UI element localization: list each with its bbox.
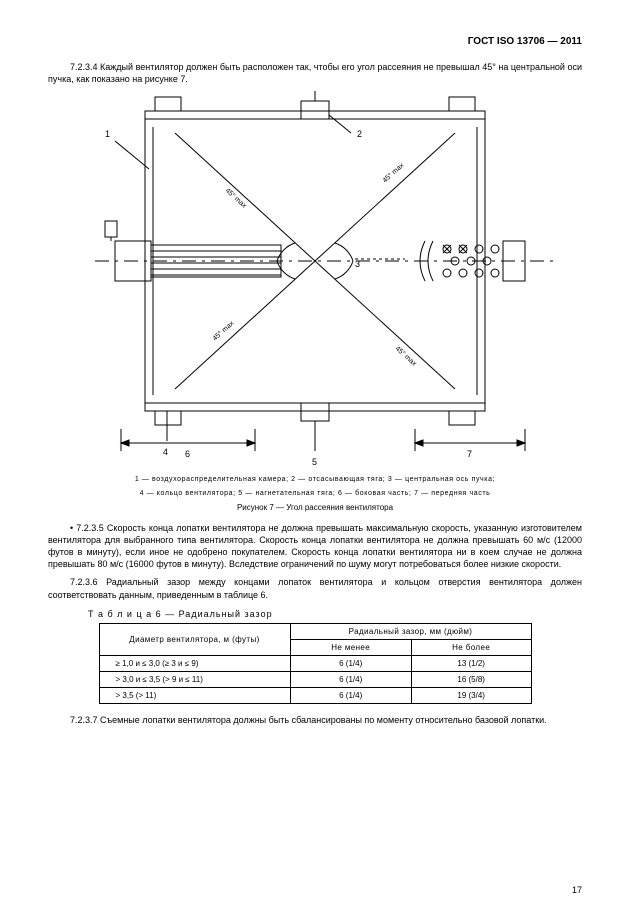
figure-7-caption: Рисунок 7 — Угол рассеяния вентилятора: [48, 503, 582, 512]
callout-1: 1: [105, 129, 110, 139]
figure-7-legend-1: 1 — воздухораспределительная камера; 2 —…: [48, 475, 582, 485]
callout-4: 4: [163, 447, 168, 457]
table-6-body: ≥ 1,0 и ≤ 3,0 (≥ 3 и ≤ 9) 6 (1/4) 13 (1/…: [99, 655, 531, 703]
callout-3: 3: [355, 259, 360, 269]
callout-6: 6: [185, 449, 190, 459]
doc-header: ГОСТ ISO 13706 — 2011: [48, 36, 582, 47]
para-7-2-3-6: 7.2.3.6 Радиальный зазор между концами л…: [48, 576, 582, 600]
table-row: ≥ 1,0 и ≤ 3,0 (≥ 3 и ≤ 9) 6 (1/4) 13 (1/…: [99, 655, 531, 671]
callout-5: 5: [312, 457, 317, 467]
table-row: > 3,5 (> 11) 6 (1/4) 19 (3/4): [99, 687, 531, 703]
table-6-head-diam: Диаметр вентилятора, м (футы): [99, 623, 290, 655]
angle-label-br: 45° max: [394, 345, 419, 369]
figure-7: 1 2 3 4 5 6 7 45° max 45° max 45° max 45…: [48, 91, 582, 471]
cell: 16 (5/8): [411, 671, 531, 687]
cell: 6 (1/4): [290, 687, 411, 703]
cell: > 3,0 и ≤ 3,5 (> 9 и ≤ 11): [99, 671, 290, 687]
cell: ≥ 1,0 и ≤ 3,0 (≥ 3 и ≤ 9): [99, 655, 290, 671]
cell: 19 (3/4): [411, 687, 531, 703]
cell: 6 (1/4): [290, 655, 411, 671]
table-6-head-max: Не более: [411, 639, 531, 655]
cell: 6 (1/4): [290, 671, 411, 687]
angle-label-tl: 45° max: [224, 187, 249, 211]
para-7-2-3-5: • 7.2.3.5 Скорость конца лопатки вентиля…: [48, 522, 582, 571]
table-6-title: Т а б л и ц а 6 — Радиальный зазор: [88, 609, 582, 619]
angle-label-bl: 45° max: [211, 319, 236, 343]
figure-7-svg: 1 2 3 4 5 6 7 45° max 45° max 45° max 45…: [55, 91, 575, 471]
para-7-2-3-7: 7.2.3.7 Съемные лопатки вентилятора долж…: [48, 714, 582, 726]
table-row: > 3,0 и ≤ 3,5 (> 9 и ≤ 11) 6 (1/4) 16 (5…: [99, 671, 531, 687]
table-6-head-gap: Радиальный зазор, мм (дюйм): [290, 623, 531, 639]
page: ГОСТ ISO 13706 — 2011 7.2.3.4 Каждый вен…: [0, 0, 630, 913]
cell: > 3,5 (> 11): [99, 687, 290, 703]
table-6: Диаметр вентилятора, м (футы) Радиальный…: [99, 623, 532, 704]
figure-7-legend-2: 4 — кольцо вентилятора; 5 — нагнетательн…: [48, 489, 582, 499]
table-6-head-min: Не менее: [290, 639, 411, 655]
callout-2: 2: [357, 129, 362, 139]
callout-7: 7: [467, 449, 472, 459]
page-number: 17: [572, 885, 582, 895]
para-7-2-3-4: 7.2.3.4 Каждый вентилятор должен быть ра…: [48, 61, 582, 85]
cell: 13 (1/2): [411, 655, 531, 671]
